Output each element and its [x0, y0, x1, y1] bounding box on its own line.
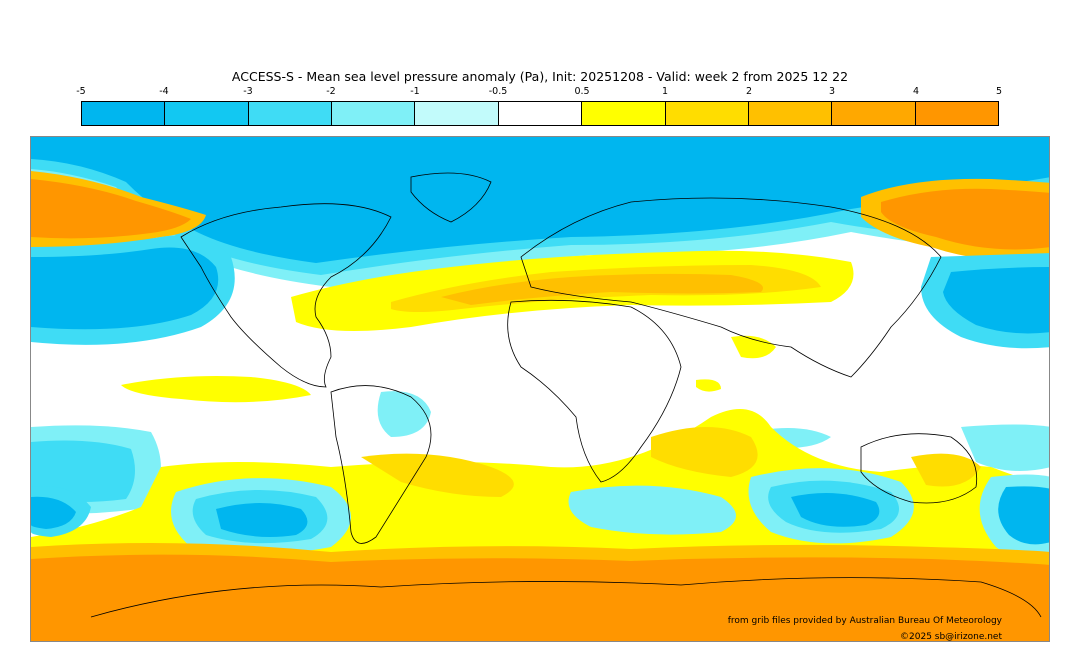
siberia-high-anomaly: [861, 178, 1049, 261]
data-source-credit: from grib files provided by Australian B…: [727, 616, 1002, 626]
tropical-high-anomaly: [121, 335, 776, 403]
colorbar-tick: 5: [995, 86, 1003, 97]
colorbar-swatch: [415, 102, 499, 125]
chart-title: ACCESS-S - Mean sea level pressure anoma…: [231, 69, 849, 84]
southern-ocean-low-anomaly: [31, 468, 1049, 561]
colorbar-tick: -1: [410, 86, 420, 97]
arctic-low-anomaly: [31, 137, 1049, 287]
colorbar-tick: -0.5: [488, 86, 508, 97]
colorbar-swatch: [82, 102, 166, 125]
eurasia-high-anomaly: [291, 250, 854, 331]
colorbar-tick: -4: [159, 86, 169, 97]
colorbar-legend: [81, 101, 999, 126]
colorbar-tick: 2: [745, 86, 753, 97]
colorbar-swatch: [665, 102, 749, 125]
anomaly-map: [30, 136, 1050, 642]
nw-pacific-low-anomaly: [921, 253, 1049, 349]
colorbar-tick: -5: [76, 86, 86, 97]
colorbar-swatch: [915, 102, 998, 125]
coastlines: [90, 172, 1042, 618]
colorbar-swatch: [498, 102, 583, 125]
colorbar-swatch: [248, 102, 333, 125]
colorbar-swatch: [748, 102, 833, 125]
colorbar-swatch: [165, 102, 249, 125]
colorbar-swatch: [332, 102, 416, 125]
colorbar-tick: 1: [661, 86, 669, 97]
colorbar-tick: 4: [912, 86, 920, 97]
colorbar-tick: 3: [828, 86, 836, 97]
colorbar-tick: -2: [326, 86, 336, 97]
copyright-credit: ©2025 sb@irizone.net: [900, 632, 1002, 642]
antarctic-high-anomaly: [31, 543, 1049, 641]
north-pacific-low-anomaly: [31, 235, 235, 345]
colorbar-tick: 0.5: [574, 86, 590, 97]
colorbar-ticks: -5 -4 -3 -2 -1 -0.5 0.5 1 2 3 4 5: [0, 86, 1080, 98]
colorbar-tick: -3: [243, 86, 253, 97]
colorbar-swatch: [832, 102, 916, 125]
colorbar-swatch: [582, 102, 666, 125]
anomaly-map-canvas: [31, 137, 1049, 641]
alaska-high-anomaly: [31, 171, 206, 248]
